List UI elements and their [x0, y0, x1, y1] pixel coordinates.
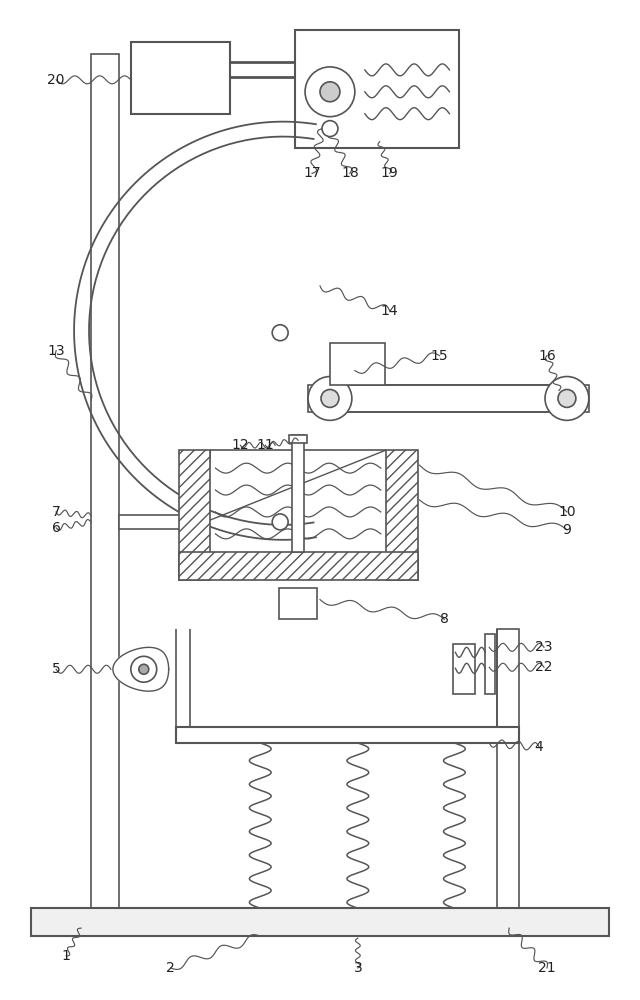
Text: 16: 16 [538, 349, 556, 363]
Text: 4: 4 [534, 740, 543, 754]
Text: 8: 8 [440, 612, 449, 626]
Circle shape [305, 67, 355, 117]
Bar [119, 515, 205, 529]
Bar [175, 727, 519, 743]
Circle shape [272, 514, 288, 530]
Bar [91, 54, 119, 928]
Bar [279, 588, 317, 619]
Circle shape [322, 121, 338, 137]
Text: 9: 9 [563, 523, 572, 537]
Text: 23: 23 [535, 640, 553, 654]
Bar [453, 644, 476, 694]
Circle shape [308, 377, 352, 420]
Circle shape [545, 377, 589, 420]
Bar [308, 385, 589, 412]
Circle shape [558, 389, 576, 407]
Bar [131, 42, 230, 114]
Circle shape [272, 325, 288, 341]
Text: 6: 6 [52, 521, 61, 535]
Text: 5: 5 [52, 662, 61, 676]
Text: 14: 14 [381, 304, 399, 318]
Circle shape [139, 664, 148, 674]
Bar [330, 343, 385, 385]
Text: 1: 1 [61, 949, 70, 963]
Text: 13: 13 [47, 344, 65, 358]
Bar [31, 908, 609, 936]
Text: 18: 18 [341, 166, 359, 180]
Text: 20: 20 [47, 73, 65, 87]
Bar [292, 435, 304, 552]
Text: 12: 12 [232, 438, 249, 452]
Text: 10: 10 [558, 505, 576, 519]
Circle shape [320, 82, 340, 102]
Bar [295, 30, 460, 148]
Bar [386, 450, 417, 580]
Bar [289, 435, 307, 443]
Bar [179, 552, 417, 580]
Circle shape [131, 656, 157, 682]
Text: 22: 22 [535, 660, 553, 674]
Bar [485, 634, 495, 694]
Text: 19: 19 [381, 166, 399, 180]
Text: 11: 11 [257, 438, 274, 452]
Text: 17: 17 [303, 166, 321, 180]
Text: 2: 2 [166, 961, 175, 975]
Bar [179, 450, 211, 580]
Text: 7: 7 [52, 505, 61, 519]
Text: 3: 3 [353, 961, 362, 975]
Text: 15: 15 [431, 349, 448, 363]
Text: 21: 21 [538, 961, 556, 975]
Circle shape [321, 389, 339, 407]
Bar [497, 629, 519, 908]
Polygon shape [113, 647, 169, 691]
